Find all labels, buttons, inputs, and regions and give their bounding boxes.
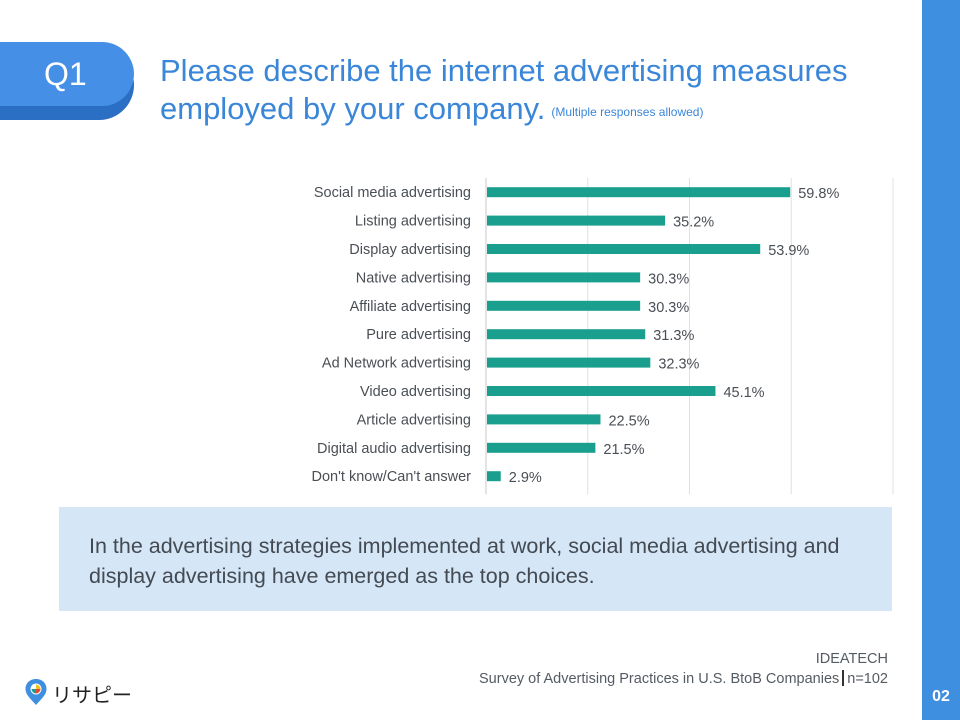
bar	[487, 300, 641, 311]
value-label: 22.5%	[608, 413, 649, 429]
bar	[487, 386, 716, 396]
category-label: Digital audio advertising	[317, 441, 471, 457]
bar	[487, 357, 651, 368]
bar	[487, 442, 596, 453]
value-label: 35.2%	[673, 215, 714, 231]
category-label: Native advertising	[356, 270, 471, 286]
category-label: Pure advertising	[366, 327, 471, 343]
category-label: Video advertising	[360, 384, 471, 400]
bar	[487, 414, 601, 425]
bar	[487, 187, 791, 198]
value-label: 45.1%	[723, 385, 764, 401]
value-label: 32.3%	[658, 357, 699, 373]
value-label: 30.3%	[648, 271, 689, 287]
logo-text: リサピー	[52, 685, 132, 707]
category-label: Listing advertising	[355, 214, 471, 230]
question-title: Please describe the internet advertising…	[160, 52, 900, 131]
page-number: 02	[932, 688, 950, 705]
value-label: 21.5%	[603, 442, 644, 458]
bar	[487, 272, 641, 283]
category-label: Display advertising	[349, 242, 471, 258]
source-separator	[842, 670, 845, 686]
summary-callout-text: In the advertising strategies implemente…	[89, 534, 840, 588]
bar	[487, 471, 501, 482]
bar	[487, 329, 646, 340]
value-label: 2.9%	[509, 470, 542, 486]
question-badge: Q1	[0, 42, 134, 106]
source-org: IDEATECH	[815, 651, 888, 667]
source-sample: n=102	[847, 671, 888, 687]
category-label: Ad Network advertising	[322, 356, 471, 372]
source-survey: Survey of Advertising Practices in U.S. …	[479, 671, 840, 687]
bar	[487, 215, 666, 226]
bar-chart: Social media advertising Listing advertis…	[312, 178, 894, 495]
category-label: Affiliate advertising	[350, 299, 471, 315]
value-label: 59.8%	[798, 186, 839, 202]
category-label: Social media advertising	[314, 185, 471, 201]
right-accent-strip	[922, 0, 960, 720]
question-title-text: Please describe the internet advertising…	[160, 53, 848, 126]
category-label: Article advertising	[357, 412, 471, 428]
question-title-note: (Multiple responses allowed)	[551, 105, 704, 119]
bar	[487, 244, 761, 254]
source-note: IDEATECH Survey of Advertising Practices…	[479, 649, 888, 689]
category-label: Don't know/Can't answer	[312, 469, 472, 485]
value-label: 30.3%	[648, 300, 689, 316]
value-label: 53.9%	[768, 243, 809, 259]
value-label: 31.3%	[653, 328, 694, 344]
pin-logo-icon	[25, 679, 47, 705]
summary-callout: In the advertising strategies implemente…	[59, 507, 892, 611]
